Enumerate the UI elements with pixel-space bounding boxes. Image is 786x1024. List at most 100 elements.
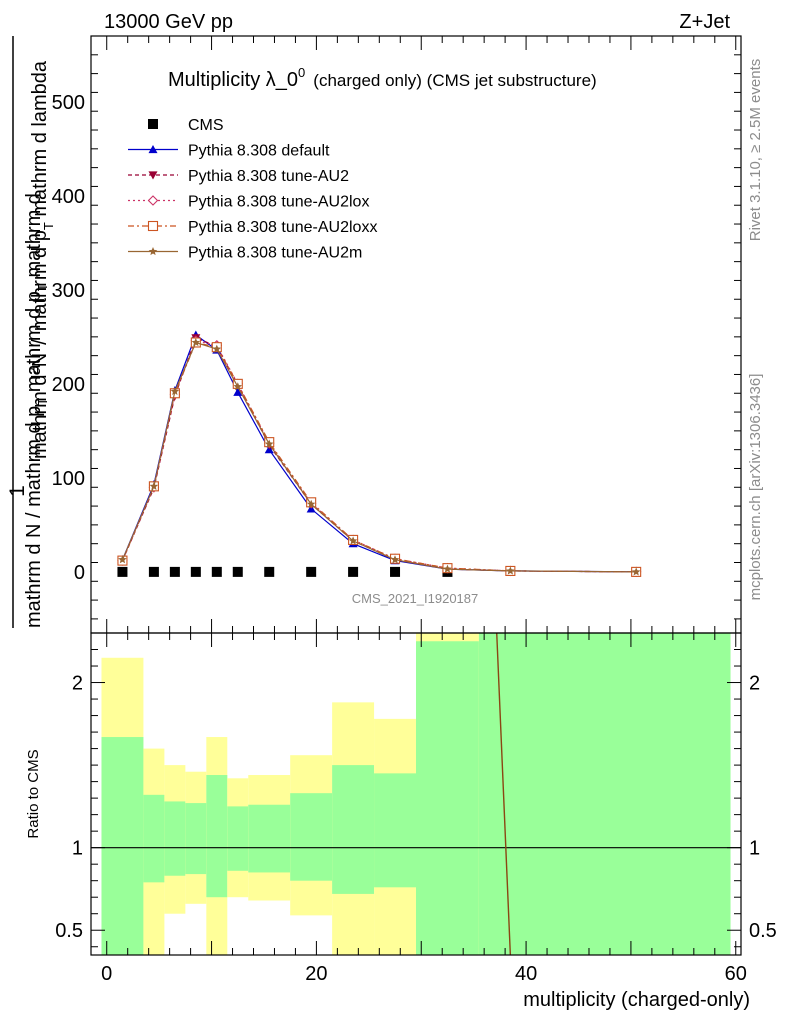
data-point [233, 387, 243, 396]
data-point [264, 439, 274, 448]
ratio-plot-frame [90, 632, 742, 956]
y-label-lower: mathrm d N / mathrm d pT mathrm d pT mat… [23, 193, 50, 628]
ratio-axes: 0.5 0.51 12 20 20 40 60 [55, 633, 777, 985]
series-line [121, 341, 637, 573]
data-point [190, 566, 201, 577]
legend-entry: CMS [148, 117, 224, 134]
y-tick-label: 100 [52, 468, 85, 490]
data-point [306, 499, 316, 508]
data-point [211, 566, 222, 577]
ratio-bands [101, 633, 731, 955]
legend-label: Pythia 8.308 tune-AU2loxx [188, 219, 377, 236]
legend: CMS Pythia 8.308 default Pythia 8.308 tune… [128, 117, 377, 262]
x-axis-label: multiplicity (charged-only) [523, 989, 750, 1011]
legend-entry: Pythia 8.308 tune-AU2m [128, 245, 362, 262]
ratio-band-green [374, 773, 416, 888]
ratio-y-tick-label: 2 [72, 673, 83, 695]
data-point [264, 566, 275, 577]
process-label: Z+Jet [679, 11, 730, 33]
legend-marker [148, 247, 158, 256]
legend-entry: Pythia 8.308 default [128, 143, 330, 160]
data-point [191, 338, 201, 347]
data-point [506, 566, 515, 575]
series-4 [117, 337, 642, 577]
series-2 [117, 334, 641, 577]
main-series [117, 330, 642, 578]
rivet-label: Rivet 3.1.10, ≥ 2.5M events [747, 59, 764, 242]
x-tick-label: 0 [101, 963, 112, 985]
legend-label: Pythia 8.308 tune-AU2m [188, 245, 362, 262]
series-0 [117, 566, 453, 577]
series-line [121, 334, 637, 573]
data-point [170, 386, 180, 395]
series-5 [118, 338, 641, 576]
y-tick-label: 300 [52, 280, 85, 302]
ratio-band-green [143, 794, 165, 883]
beam-label: 13000 GeV pp [104, 11, 233, 33]
data-point [390, 566, 401, 577]
x-tick-label: 40 [515, 963, 537, 985]
legend-entry: Pythia 8.308 tune-AU2 [128, 168, 349, 185]
legend-entry: Pythia 8.308 tune-AU2lox [128, 194, 369, 211]
ratio-mc-line [496, 632, 512, 956]
y-label-upper: mathrm d2N/mathrm d pT mathrm d lambda [26, 60, 56, 459]
series-line [121, 337, 637, 573]
legend-marker [148, 171, 158, 180]
data-point [631, 567, 641, 576]
legend-label: Pythia 8.308 default [188, 143, 330, 160]
data-point [169, 566, 180, 577]
ratio-band-green [206, 775, 228, 898]
data-point [348, 566, 359, 577]
ratio-y-tick-label-right: 2 [749, 673, 760, 695]
ratio-band-green [248, 804, 291, 873]
data-point [390, 555, 400, 564]
ratio-band-green [332, 765, 375, 894]
main-axes: 0 100 200 300 400 500 [52, 36, 741, 633]
data-point [149, 481, 159, 490]
legend-label: Pythia 8.308 tune-AU2lox [188, 194, 369, 211]
series-3 [117, 335, 642, 578]
analysis-watermark: CMS_2021_I1920187 [352, 591, 479, 606]
ratio-y-label: Ratio to CMS [25, 749, 42, 838]
legend-marker [148, 145, 158, 154]
ratio-band-green [185, 803, 207, 875]
main-y-axis-label: 1 mathrm d2N/mathrm d pT mathrm d lambda… [6, 36, 56, 628]
y-tick-label: 200 [52, 374, 85, 396]
y-tick-label: 400 [52, 186, 85, 208]
ratio-band-green [416, 641, 479, 955]
y-label-one: 1 [6, 485, 29, 497]
y-tick-label: 500 [52, 92, 85, 114]
data-point [232, 566, 243, 577]
series-1 [117, 330, 641, 576]
legend-marker [148, 119, 158, 129]
data-point [118, 555, 127, 564]
x-tick-label: 60 [725, 963, 747, 985]
ratio-y-tick-label: 0.5 [55, 920, 83, 942]
data-point [306, 566, 317, 577]
legend-entry: Pythia 8.308 tune-AU2loxx [128, 219, 377, 236]
data-point [443, 564, 452, 573]
legend-label: Pythia 8.308 tune-AU2 [188, 168, 349, 185]
data-point [233, 382, 243, 391]
ratio-band-green [478, 633, 731, 955]
x-tick-label: 20 [305, 963, 327, 985]
data-point [117, 566, 128, 577]
data-point [148, 566, 159, 577]
series-line [121, 339, 637, 573]
series-line [121, 341, 637, 573]
ratio-lines [91, 632, 741, 956]
mcplots-label: mcplots.cern.ch [arXiv:1306.3436] [747, 374, 764, 601]
data-point [348, 536, 358, 545]
ratio-y-tick-label: 1 [72, 838, 83, 860]
ratio-y-tick-label-right: 1 [749, 838, 760, 860]
ratio-y-tick-label-right: 0.5 [749, 920, 777, 942]
legend-marker [147, 195, 159, 206]
legend-label: CMS [188, 117, 224, 134]
ratio-band-green [164, 801, 186, 876]
y-tick-label: 0 [74, 562, 85, 584]
data-point [212, 344, 222, 353]
plot-title: Multiplicity λ_00 (charged only) (CMS jet… [168, 65, 597, 91]
ratio-band-green [290, 793, 333, 881]
ratio-band-green [101, 737, 144, 955]
